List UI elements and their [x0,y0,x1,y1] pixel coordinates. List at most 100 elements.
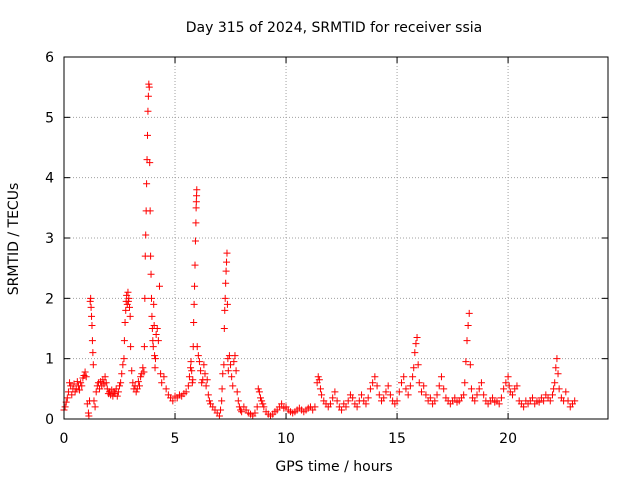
data-point [198,379,206,387]
data-point [467,385,475,393]
data-point [193,186,201,194]
data-point [420,382,428,390]
data-point [505,382,513,390]
data-point [66,379,74,387]
data-point [414,361,422,369]
data-point [63,394,71,402]
data-point [278,400,286,408]
data-point [191,282,199,290]
data-point [220,325,228,332]
data-point [426,394,434,402]
data-point [395,388,403,396]
data-point [147,294,155,302]
data-point [188,367,196,375]
data-point [253,403,261,411]
data-point [191,237,199,245]
data-point [88,321,96,329]
data-point [227,361,235,369]
data-points [60,80,579,420]
data-point [513,382,521,390]
data-point [417,388,425,396]
data-point [218,397,226,405]
data-point [413,334,421,342]
data-point [162,385,170,393]
data-point [373,382,381,390]
data-point [554,370,562,378]
data-point [215,412,223,420]
data-point [422,391,430,399]
data-point [229,382,237,390]
data-point [127,343,135,351]
data-point [201,370,209,378]
data-point [158,379,166,387]
data-point [116,382,124,390]
data-point [121,318,129,326]
data-point [502,379,510,387]
data-point [89,349,97,357]
data-point [230,358,238,366]
data-point [344,397,352,405]
data-point [192,219,200,227]
data-point [555,385,563,393]
data-point [76,386,84,394]
data-point [529,394,537,402]
data-point [152,331,160,339]
data-point [122,306,130,314]
x-tick-label: 20 [499,431,517,447]
data-point [126,312,134,320]
data-point [189,376,197,384]
data-point [259,400,267,408]
data-point [415,379,423,387]
data-point [82,373,90,381]
data-point [154,337,162,345]
data-point [440,385,448,393]
data-point [254,385,262,393]
data-point [139,364,147,372]
data-point [120,337,128,345]
data-point [117,379,125,387]
data-point [126,303,134,311]
data-point [228,373,236,381]
data-point [331,388,339,396]
data-point [90,397,98,405]
data-point [68,391,76,399]
data-point [400,373,408,381]
data-point [77,379,85,387]
data-point [143,131,151,139]
data-point [232,367,240,375]
data-point [552,364,560,372]
data-point [85,412,93,420]
data-point [149,343,157,351]
data-point [223,300,231,308]
data-point [113,392,121,400]
data-point [218,385,226,393]
data-point [404,391,412,399]
data-point [192,198,200,206]
data-point [462,358,470,366]
data-point [546,397,554,405]
data-point [124,288,132,296]
data-point [155,282,163,290]
data-point [342,403,350,411]
data-point [382,388,390,396]
data-point [386,391,394,399]
data-point [144,92,152,100]
data-point [437,373,445,381]
data-point [87,303,95,311]
data-point [553,355,561,363]
data-point [461,379,469,387]
data-point [151,355,159,363]
data-point [147,252,155,260]
data-point [223,249,231,257]
data-point [205,397,213,405]
data-point [193,192,201,200]
data-point [535,398,543,406]
data-point [233,388,241,396]
data-point [316,385,324,393]
data-point [500,385,508,393]
data-point [251,409,259,417]
x-tick-label: 0 [60,431,69,447]
grid-lines [64,57,608,419]
data-point [460,391,468,399]
data-point [489,394,497,402]
